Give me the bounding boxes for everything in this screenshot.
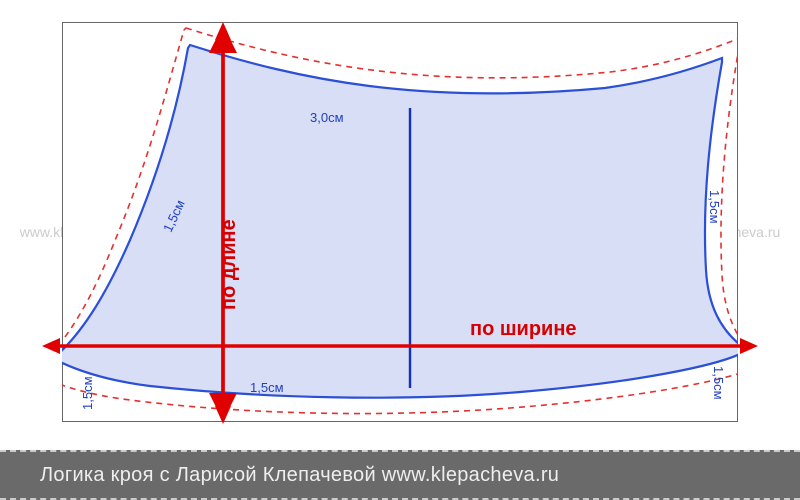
footer-banner: Логика кроя с Ларисой Клепачевой www.kle… bbox=[0, 450, 800, 500]
arrowhead-down-icon bbox=[215, 406, 231, 424]
seam-label-bottom-right: 1,5см bbox=[711, 366, 726, 400]
seam-label-bottom: 1,5см bbox=[250, 380, 284, 395]
width-axis-label: по ширине bbox=[470, 318, 577, 341]
seam-label-bottom-left: 1,5см bbox=[80, 376, 95, 410]
arrowhead-left-icon bbox=[42, 338, 60, 354]
arrowhead-up-icon bbox=[215, 22, 231, 40]
arrowhead-right-icon bbox=[740, 338, 758, 354]
length-axis-label: по длине bbox=[218, 219, 241, 310]
footer-text: Логика кроя с Ларисой Клепачевой www.kle… bbox=[40, 464, 559, 487]
pattern-diagram bbox=[0, 0, 800, 450]
seam-label-top: 3,0см bbox=[310, 110, 344, 125]
seam-label-right: 1,5см bbox=[707, 190, 722, 224]
